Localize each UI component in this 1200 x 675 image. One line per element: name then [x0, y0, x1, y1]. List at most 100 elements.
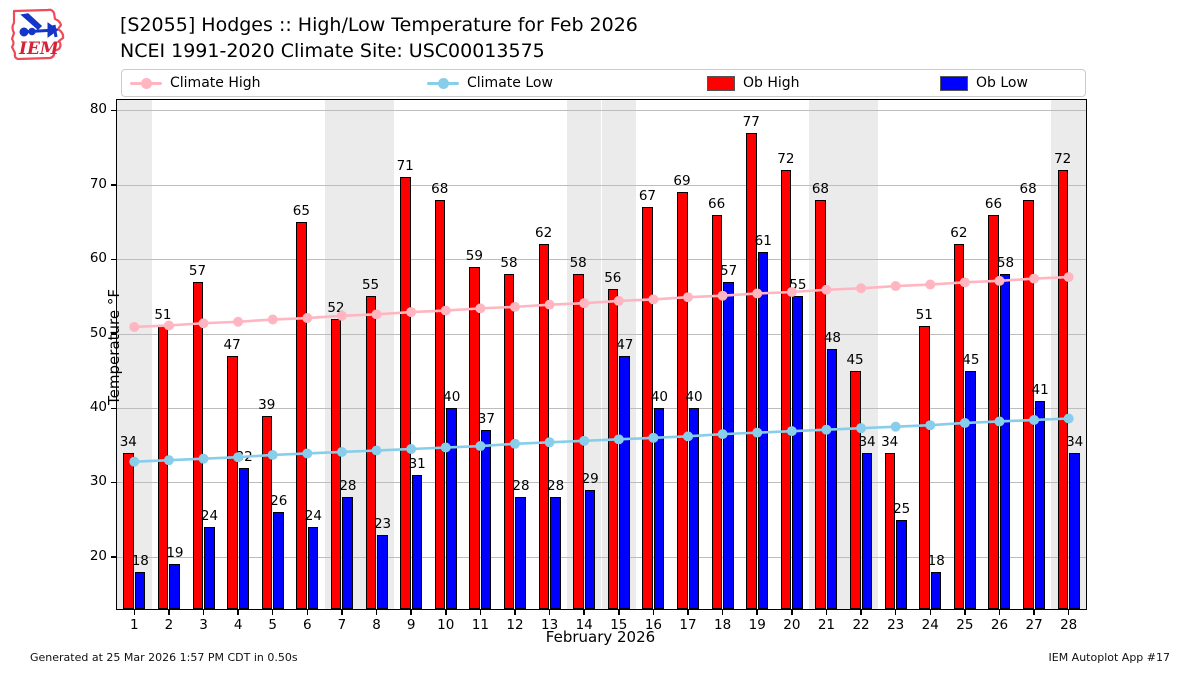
x-tick-label: 15 — [610, 617, 628, 633]
climate-marker — [752, 427, 763, 438]
ob-high-bar — [884, 452, 896, 609]
title-block: [S2055] Hodges :: High/Low Temperature f… — [120, 12, 638, 64]
climate-marker — [959, 417, 970, 428]
ob-high-bar — [746, 132, 757, 609]
ob-high-value-label: 56 — [604, 270, 622, 286]
x-tick-label: 27 — [1025, 617, 1043, 633]
ob-low-bar — [273, 512, 284, 609]
climate-marker — [336, 310, 347, 321]
climate-marker — [648, 294, 659, 305]
ob-high-value-label: 58 — [500, 255, 518, 272]
climate-marker — [163, 455, 174, 466]
climate-marker — [198, 318, 209, 329]
legend-label: Climate Low — [467, 75, 553, 91]
y-tick-mark — [111, 109, 117, 112]
ob-high-value-label: 57 — [188, 262, 207, 279]
ob-high-bar — [919, 326, 930, 609]
ob-low-patch-swatch — [940, 75, 968, 91]
ob-high-value-label: 68 — [811, 180, 830, 197]
y-tick-label: 40 — [89, 399, 107, 416]
y-tick-mark — [111, 481, 117, 484]
ob-high-bar — [330, 318, 342, 609]
x-tick-mark — [998, 609, 1001, 615]
climate-marker — [925, 279, 936, 290]
ob-high-bar — [296, 222, 307, 609]
x-tick-mark — [375, 609, 378, 615]
ob-high-value-label: 45 — [846, 351, 864, 368]
ob-high-bar — [400, 177, 411, 609]
ob-high-value-label: 62 — [534, 225, 553, 242]
climate-marker — [233, 316, 244, 327]
ob-low-bar — [930, 571, 942, 609]
ob-high-bar — [469, 266, 480, 609]
ob-high-value-label: 39 — [258, 396, 276, 413]
x-tick-label: 14 — [575, 617, 593, 633]
climate-marker — [613, 434, 624, 445]
ob-high-value-label: 77 — [742, 113, 760, 130]
climate-marker — [994, 275, 1005, 286]
ob-low-bar — [688, 408, 700, 609]
x-tick-label: 7 — [337, 617, 347, 633]
x-tick-mark — [548, 609, 551, 615]
ob-high-bar — [642, 207, 653, 609]
climate-marker — [683, 431, 694, 442]
x-tick-label: 5 — [268, 617, 278, 633]
ob-low-bar — [411, 475, 423, 609]
ob-low-bar — [896, 519, 907, 609]
x-tick-label: 26 — [990, 617, 1009, 633]
climate-marker — [1029, 414, 1040, 425]
x-tick-label: 17 — [679, 617, 697, 633]
ob-high-value-label: 65 — [292, 203, 310, 220]
x-tick-mark — [1033, 609, 1035, 615]
ob-low-bar — [480, 430, 492, 609]
ob-low-bar — [307, 527, 319, 609]
climate-marker — [509, 301, 520, 312]
ob-low-value-label: 57 — [720, 262, 738, 279]
x-tick-mark — [168, 609, 170, 615]
ob-low-bar — [238, 467, 250, 609]
ob-low-bar — [861, 452, 873, 609]
ob-low-value-label: 28 — [512, 478, 530, 495]
climate-marker — [302, 313, 313, 324]
ob-low-bar — [204, 527, 215, 609]
ob-low-bar — [965, 370, 976, 609]
ob-low-value-label: 31 — [408, 456, 426, 473]
climate-marker — [371, 309, 382, 320]
climate-marker — [509, 438, 520, 449]
climate-high-line-swatch — [130, 77, 162, 89]
ob-high-bar — [538, 244, 550, 609]
climate-marker — [406, 307, 417, 318]
x-tick-label: 3 — [199, 617, 208, 633]
y-tick-label: 30 — [89, 473, 107, 490]
gridline — [117, 333, 1086, 335]
ob-high-patch-swatch — [707, 75, 735, 91]
ob-high-bar — [711, 214, 723, 609]
climate-marker — [786, 426, 797, 437]
climate-marker — [717, 290, 728, 301]
legend-label: Climate High — [170, 75, 261, 91]
x-tick-mark — [756, 609, 758, 615]
ob-low-value-label: 26 — [270, 493, 288, 510]
climate-marker — [129, 321, 140, 332]
ob-high-value-label: 34 — [881, 433, 899, 450]
x-tick-mark — [271, 609, 274, 615]
x-tick-mark — [929, 609, 932, 615]
ob-low-value-label: 37 — [477, 411, 495, 428]
climate-marker — [544, 299, 555, 310]
ob-low-bar — [826, 348, 838, 609]
climate-marker — [267, 449, 278, 460]
ob-low-value-label: 28 — [339, 478, 357, 495]
x-tick-mark — [721, 609, 724, 615]
chart-subtitle: NCEI 1991-2020 Climate Site: USC00013575 — [120, 40, 545, 62]
ob-low-value-label: 19 — [166, 545, 184, 562]
ob-low-value-label: 24 — [304, 508, 322, 525]
ob-high-value-label: 58 — [569, 255, 587, 272]
x-tick-mark — [1067, 609, 1070, 615]
x-tick-label: 10 — [437, 617, 455, 633]
x-tick-label: 28 — [1060, 617, 1078, 633]
climate-marker — [890, 421, 901, 432]
ob-high-value-label: 47 — [223, 336, 241, 353]
ob-high-bar — [607, 289, 619, 609]
climate-marker — [856, 423, 867, 434]
ob-high-bar — [988, 214, 999, 609]
